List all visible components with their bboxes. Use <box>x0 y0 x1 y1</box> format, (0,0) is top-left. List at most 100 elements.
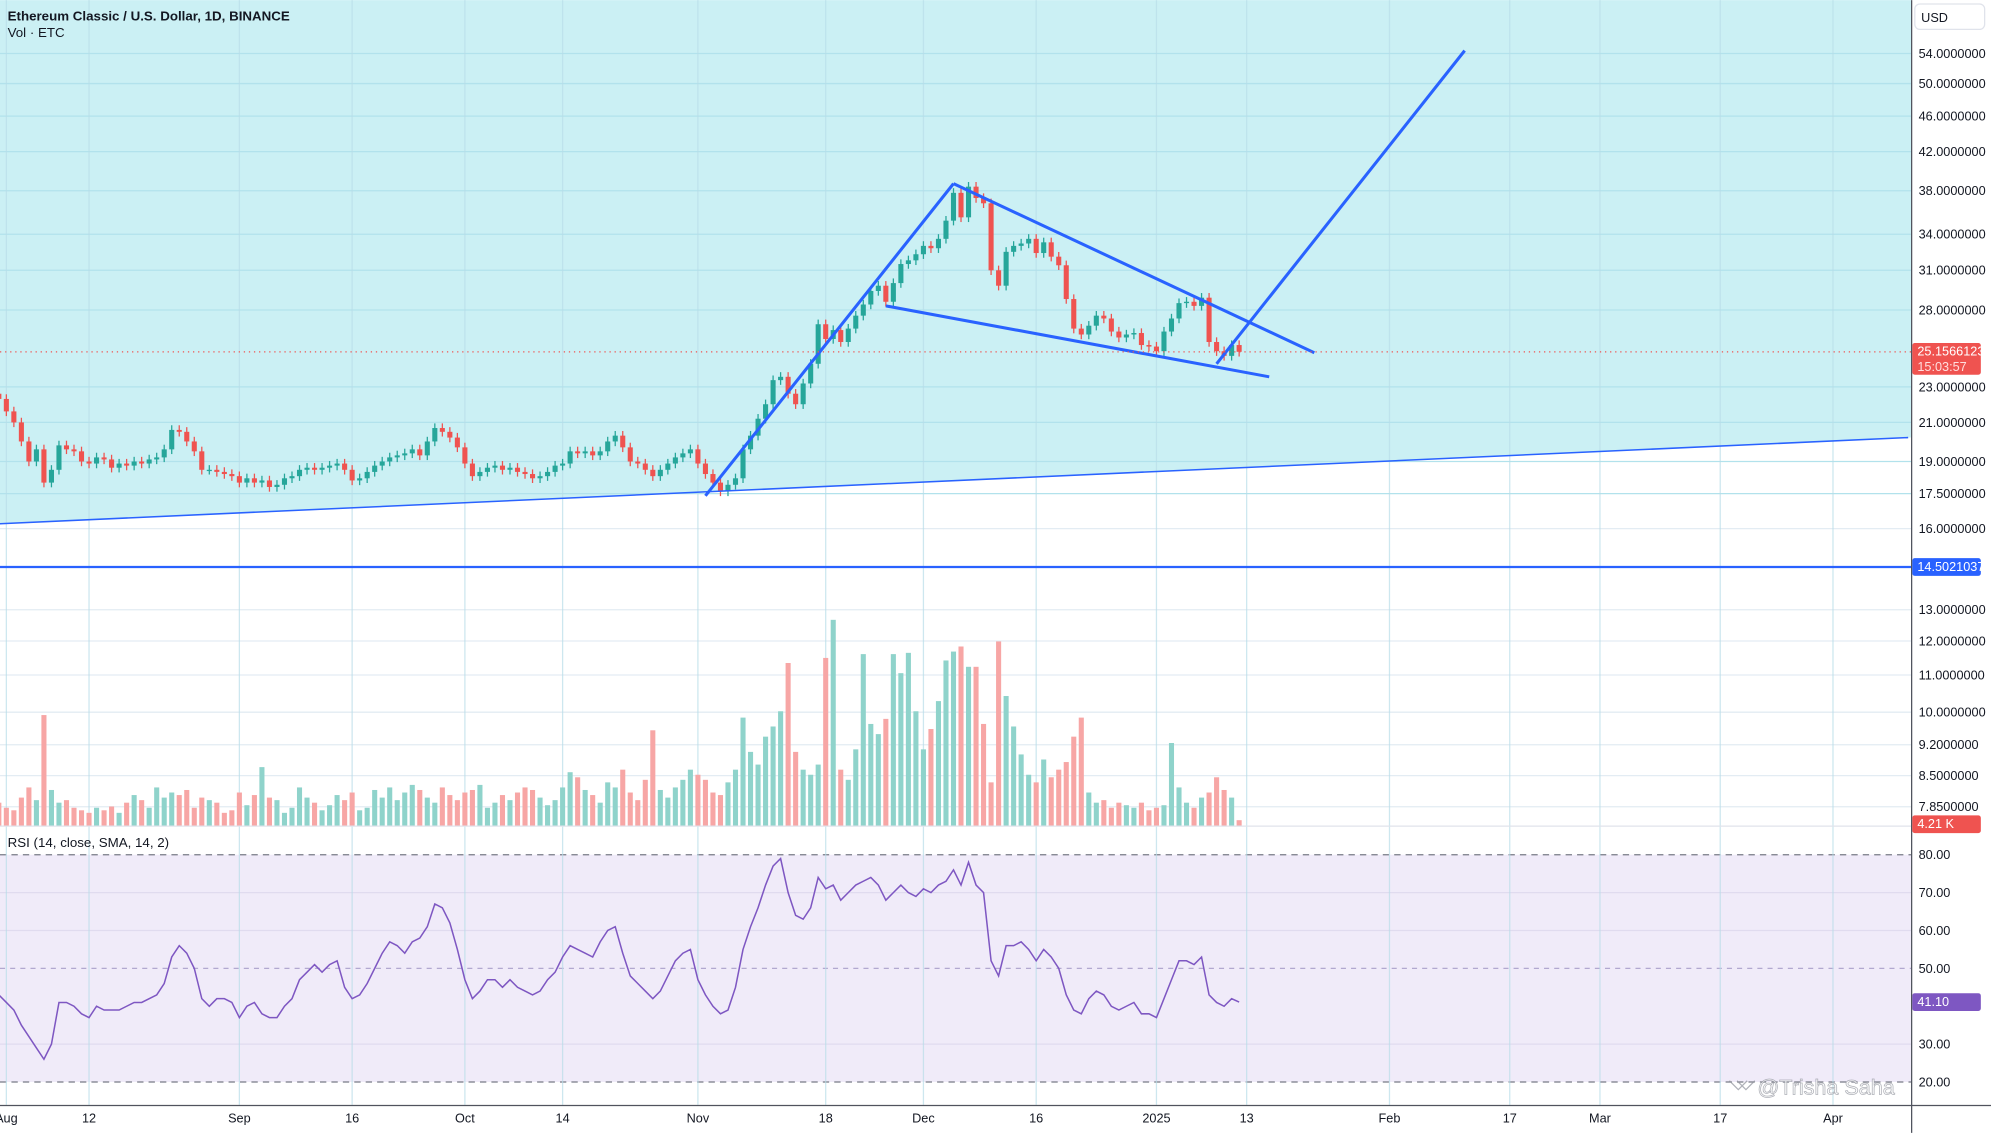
volume-bar <box>387 787 393 826</box>
candle-body <box>965 186 972 218</box>
candle-body <box>71 449 77 452</box>
volume-bar <box>477 784 483 826</box>
volume-bar <box>289 807 295 826</box>
volume-bar <box>439 787 445 826</box>
trendline-support[interactable] <box>0 436 1909 525</box>
volume-bar <box>920 749 926 826</box>
candle-body <box>1116 331 1122 338</box>
volume-bar <box>1011 726 1017 826</box>
volume-bar <box>1078 717 1084 826</box>
volume-bar <box>251 795 257 826</box>
candle-body <box>868 290 874 305</box>
candle-body <box>26 441 32 462</box>
volume-bar <box>913 711 919 826</box>
volume-bar <box>334 795 340 826</box>
candle-body <box>439 428 445 432</box>
support-zone <box>0 0 1912 524</box>
candle-body <box>387 457 393 462</box>
candle-body <box>627 447 633 462</box>
volume-bar <box>109 806 115 826</box>
candle-body <box>537 476 543 479</box>
candle-body <box>1071 299 1077 329</box>
candle-body <box>206 469 212 472</box>
volume-bar <box>552 800 558 826</box>
candle-body <box>838 330 844 342</box>
volume-bar <box>139 800 145 826</box>
time-tick-label: Feb <box>1379 1112 1401 1126</box>
candle-body <box>251 478 257 483</box>
volume-bar <box>860 654 866 826</box>
candle-body <box>1229 345 1235 356</box>
watermark-text: @Trisha Saha <box>1757 1075 1894 1100</box>
price-tick-label: 9.2000000 <box>1919 738 1979 752</box>
rsi-indicator <box>0 856 1240 1061</box>
volume-bar <box>710 792 716 826</box>
trendline-wedge-lower[interactable] <box>885 304 1270 379</box>
candle-body <box>499 465 506 470</box>
volume-bar <box>695 774 701 826</box>
candle-body <box>935 238 942 249</box>
candle-body <box>740 449 746 479</box>
volume-bar <box>101 810 107 826</box>
price-tick-label: 23.0000000 <box>1919 380 1986 394</box>
volume-bar <box>154 787 160 826</box>
volume-bar <box>770 726 776 826</box>
candle-body <box>78 451 85 462</box>
volume-legend[interactable]: Vol · ETC <box>8 25 65 40</box>
candle-body <box>274 484 280 487</box>
volume-bar <box>492 802 498 826</box>
candle-body <box>417 449 423 456</box>
last-volume-badge: 4.21 K <box>1917 817 1954 831</box>
time-axis[interactable]: Aug 12 Sep 16 Oct 14 Nov 18 Dec 16 2025 13 Feb 17 Mar 1… <box>0 1112 1844 1126</box>
candle-body <box>575 451 581 454</box>
volume-bar <box>1221 789 1227 826</box>
candle-body <box>33 449 39 462</box>
candle-body <box>717 482 724 492</box>
volume-bar <box>469 789 475 826</box>
volume-bar <box>687 769 693 826</box>
price-axis[interactable]: 54.0000000 50.0000000 46.0000000 42.0000000… <box>1919 47 1986 1089</box>
currency-button[interactable]: USD <box>1914 3 1986 31</box>
volume-bar <box>732 769 739 826</box>
candle-body <box>364 471 370 479</box>
volume-bar <box>3 807 9 826</box>
rsi-legend[interactable]: RSI (14, close, SMA, 14, 2) <box>8 835 169 850</box>
candle-body <box>530 474 536 479</box>
candle-body <box>755 418 761 436</box>
trendline-wedge-upper[interactable] <box>952 182 1315 355</box>
volume-bar <box>950 651 957 826</box>
candle-body <box>1206 297 1212 342</box>
trendline-rally[interactable] <box>704 182 955 497</box>
candle-body <box>1003 251 1009 286</box>
volume-bar <box>650 730 656 826</box>
volume-bar <box>883 718 889 826</box>
volume-bar <box>657 789 663 826</box>
trendline-projection[interactable] <box>1215 49 1466 365</box>
price-tick-label: 10.0000000 <box>1919 706 1986 720</box>
last-rsi-badge: 41.10 <box>1917 995 1949 1009</box>
volume-bar <box>146 807 152 826</box>
candle-body <box>462 447 468 464</box>
candle-body <box>996 270 1002 286</box>
volume-bar <box>823 657 829 826</box>
candle-body <box>1063 265 1069 300</box>
candle-body <box>725 484 731 492</box>
volume-bar <box>402 792 408 826</box>
volume-bar <box>988 782 994 826</box>
candle-body <box>1236 345 1242 352</box>
candle-body <box>845 328 851 342</box>
volume-bar <box>605 782 611 826</box>
price-tick-label: 50.0000000 <box>1919 77 1986 91</box>
candle-body <box>1131 333 1137 335</box>
candle-body <box>41 449 47 483</box>
volume-bar <box>259 767 265 826</box>
candle-body <box>620 435 626 448</box>
candle-body <box>981 198 987 204</box>
volume-bar <box>793 751 799 826</box>
volume-bar <box>853 749 859 826</box>
drawings[interactable] <box>0 49 1912 569</box>
volume-bar <box>620 769 626 826</box>
candle-body <box>507 467 513 470</box>
candle-body <box>560 463 566 466</box>
